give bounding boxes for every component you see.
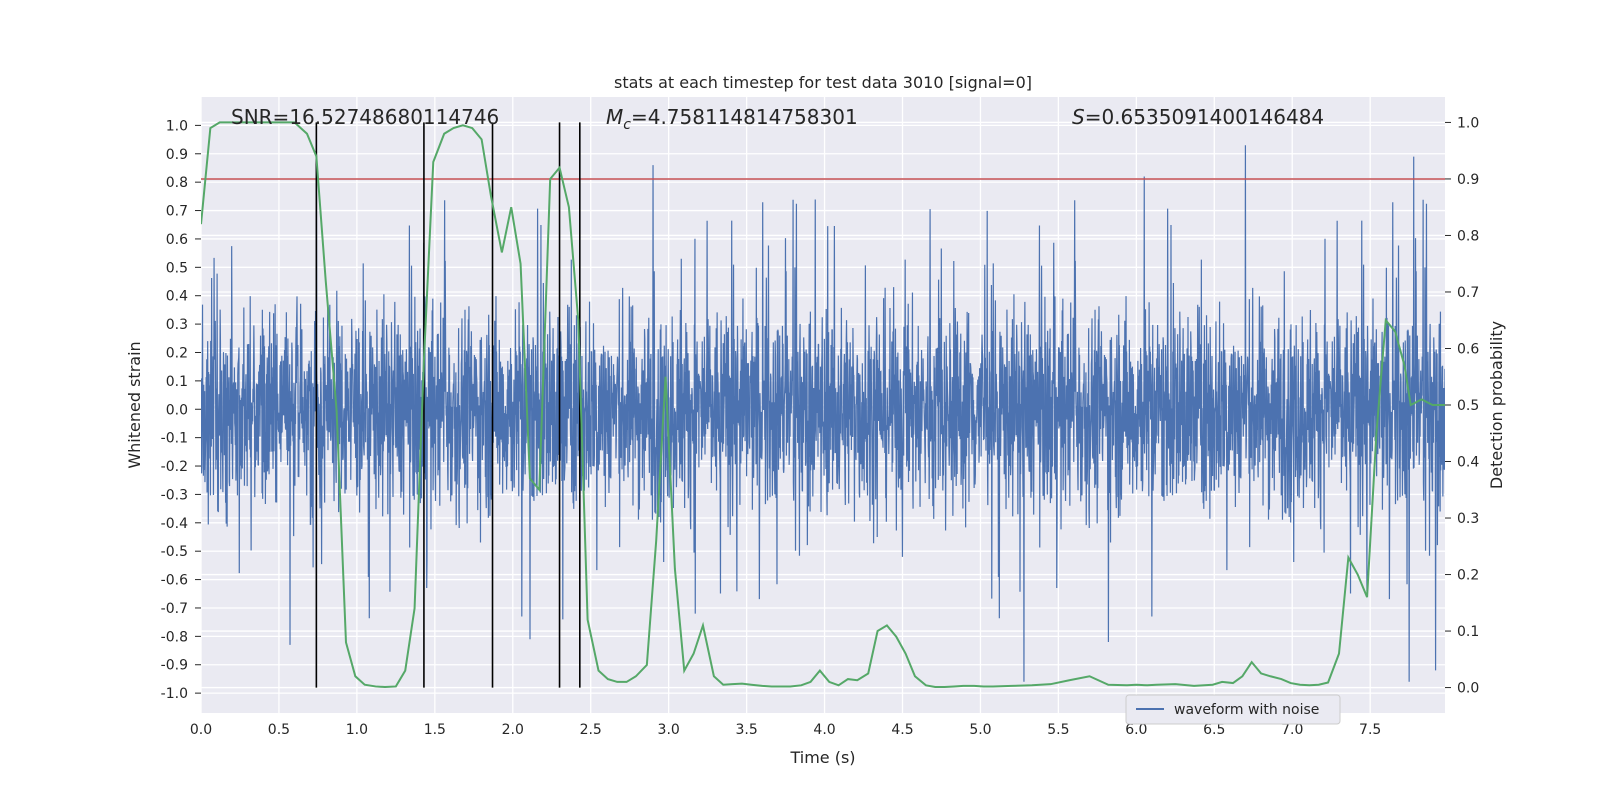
y-tick-label: 0.7 [166,204,188,220]
y-tick-label: -0.5 [161,544,188,560]
y-tick-label: -1.0 [161,686,188,702]
legend-entry-waveform: waveform with noise [1174,702,1319,718]
x-tick-label: 2.5 [580,722,602,738]
x-tick-label: 3.0 [658,722,680,738]
y-tick-label: 0.8 [166,175,188,191]
y-tick-label: -0.6 [161,573,188,589]
y-tick-label: 0.4 [166,289,188,305]
y-tick-label: -0.3 [161,487,188,503]
y2-tick-label: 0.4 [1457,455,1479,471]
y2-tick-label: 0.7 [1457,285,1479,301]
y-tick-label: -0.4 [161,516,188,532]
y2-tick-label: 1.0 [1457,115,1479,131]
waveform-path [201,145,1445,682]
snr-prefix: SNR= [231,105,289,129]
y-tick-label: 0.1 [166,374,188,390]
y-tick-label: -0.2 [161,459,188,475]
y-tick-label: 0.2 [166,345,188,361]
x-tick-label: 7.5 [1359,722,1381,738]
y-tick-label: 0.0 [166,402,188,418]
s-symbol: S [1072,105,1085,129]
axis-ticks: 0.0 0.5 1.0 1.5 2.0 2.5 3.0 3.5 4.0 4.5 5.0 5.5 6.0 6… [161,115,1480,738]
x-tick-label: 3.5 [735,722,757,738]
x-tick-label: 4.5 [891,722,913,738]
y-tick-label: 0.5 [166,260,188,276]
x-tick-label: 1.0 [346,722,368,738]
x-tick-label: 1.5 [424,722,446,738]
x-tick-label: 2.0 [502,722,524,738]
mc-subscript: c [623,117,631,133]
y2-tick-label: 0.5 [1457,398,1479,414]
s-value: =0.6535091400146484 [1085,105,1324,129]
y-tick-label: -0.1 [161,431,188,447]
x-tick-label: 5.0 [969,722,991,738]
x-tick-label: 6.5 [1203,722,1225,738]
x-tick-label: 6.0 [1125,722,1147,738]
x-tick-label: 4.0 [813,722,835,738]
waveform-with-noise-series [201,145,1445,682]
y-tick-label: 0.9 [166,147,188,163]
mc-value: =4.758114814758301 [631,105,858,129]
x-axis-label: Time (s) [789,748,855,767]
x-tick-label: 0.5 [268,722,290,738]
y2-tick-label: 0.9 [1457,172,1479,188]
snr-annotation: SNR=16.52748680114746 [231,105,499,129]
detection-probability-path [201,121,1445,689]
x-tick-label: 7.0 [1281,722,1303,738]
x-tick-label: 5.5 [1047,722,1069,738]
x-tick-label: 0.0 [190,722,212,738]
y2-tick-label: 0.3 [1457,511,1479,527]
y2-tick-label: 0.6 [1457,341,1479,357]
legend: waveform with noise [1125,694,1341,725]
grid-lines [200,97,1445,713]
y-tick-label: -0.7 [161,601,188,617]
y-tick-label: -0.8 [161,629,188,645]
vertical-marker-lines [315,122,581,688]
y-axis-label: Whitened strain [125,341,144,468]
y2-tick-label: 0.1 [1457,624,1479,640]
snr-value: 16.52748680114746 [289,105,499,129]
y2-tick-label: 0.2 [1457,568,1479,584]
s-annotation: S=0.6535091400146484 [1072,105,1324,129]
legend-box [1125,694,1341,725]
y-tick-label: 0.3 [166,317,188,333]
chart-title: stats at each timestep for test data 301… [614,73,1032,92]
y2-tick-label: 0.0 [1457,681,1479,697]
mc-symbol: M [606,105,623,129]
mc-annotation: Mc=4.758114814758301 [606,105,858,133]
y-tick-label: 0.6 [166,232,188,248]
y2-tick-label: 0.8 [1457,228,1479,244]
y-tick-label: -0.9 [161,658,188,674]
detection-probability-series [201,121,1445,689]
y-tick-label: 1.0 [166,118,188,134]
y2-axis-label: Detection probability [1487,321,1506,489]
